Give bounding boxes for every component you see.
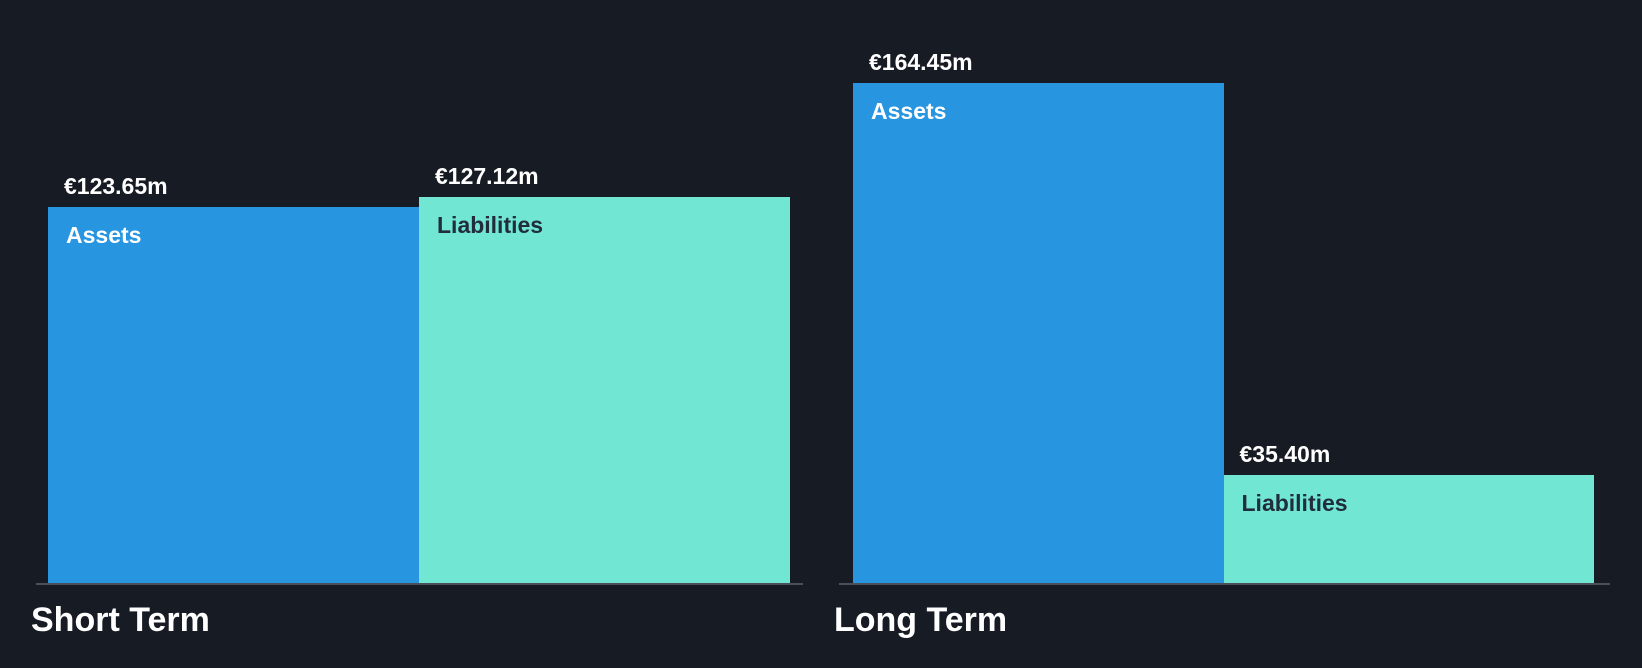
bar-slot-liabilities-short-term: €127.12m Liabilities (419, 0, 790, 583)
chart-group-short-term: €123.65m Assets €127.12m Liabilities Short T… (31, 0, 803, 668)
bar-slot-assets-long-term: €164.45m Assets (853, 0, 1224, 583)
bar-name-liabilities-short-term: Liabilities (437, 212, 544, 238)
bar-name-liabilities-long-term: Liabilities (1241, 490, 1348, 516)
bar-assets-short-term: Assets (48, 207, 419, 583)
value-label-assets-long-term: €164.45m (869, 49, 973, 75)
bar-liabilities-long-term: Liabilities (1223, 475, 1594, 583)
bar-name-assets-long-term: Assets (871, 98, 947, 124)
bar-slot-liabilities-long-term: €35.40m Liabilities (1223, 0, 1594, 583)
axis-baseline-short-term (36, 583, 803, 585)
bars-container-long-term: €164.45m Assets €35.40m Liabilities (839, 0, 1610, 583)
bar-slot-assets-short-term: €123.65m Assets (48, 0, 419, 583)
bar-liabilities-short-term: Liabilities (419, 197, 790, 583)
value-label-liabilities-short-term: €127.12m (435, 163, 539, 189)
axis-baseline-long-term (839, 583, 1610, 585)
value-label-assets-short-term: €123.65m (64, 173, 168, 199)
value-label-liabilities-long-term: €35.40m (1239, 441, 1331, 467)
group-label-short-term: Short Term (31, 601, 210, 639)
group-label-long-term: Long Term (834, 601, 1008, 639)
bar-assets-long-term: Assets (853, 83, 1224, 583)
chart-group-long-term: €164.45m Assets €35.40m Liabilities Long Ter… (834, 0, 1610, 668)
bars-container-short-term: €123.65m Assets €127.12m Liabilities (36, 0, 803, 583)
bar-name-assets-short-term: Assets (66, 222, 142, 248)
